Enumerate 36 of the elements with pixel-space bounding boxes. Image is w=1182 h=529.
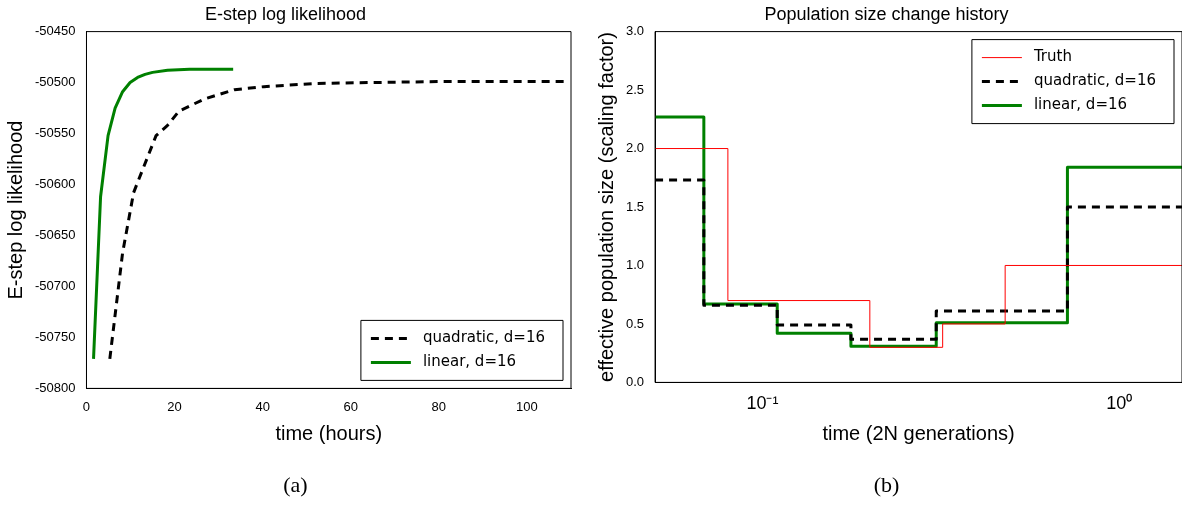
chart-title: E-step log likelihood [204,3,367,24]
y-tick-label: 1.5 [625,198,645,214]
x-tick-label: 100 [516,398,538,414]
y-tick-label: 2.5 [625,81,645,97]
y-tick-label: -50750 [34,329,76,345]
y-tick-label: -50550 [34,125,76,141]
x-tick-label: 60 [343,398,358,414]
y-tick-label: -50600 [34,176,76,192]
legend-label: linear, d=16 [422,352,517,371]
y-tick-label: -50500 [34,74,76,90]
x-tick-label: 80 [431,398,447,414]
y-tick-label: -50650 [34,227,76,243]
y-tick-label: -50700 [34,278,76,294]
text: (a) [282,472,309,498]
y-tick-label: 0.5 [625,315,645,331]
y-axis-title: E-step log likelihood [3,120,26,300]
x-axis-title: time (2N generations) [822,421,1015,444]
y-axis-title: effective population size (scaling factor) [594,32,617,382]
legend-label: Truth [1032,47,1072,66]
x-tick-label: 0 [82,398,91,414]
chart-title: Population size change history [764,3,1009,24]
y-tick-label: -50800 [34,379,76,395]
x-tick-label: 10⁻¹ [746,393,779,414]
x-tick-label: 40 [255,398,270,414]
legend-label: linear, d=16 [1033,95,1128,114]
y-tick-label: 1.0 [625,257,645,273]
x-axis-title: time (hours) [275,421,383,444]
legend-label: quadratic, d=16 [1033,71,1156,90]
x-tick-label: 10⁰ [1106,393,1133,414]
y-tick-label: 3.0 [625,23,645,39]
y-tick-label: -50450 [34,23,76,39]
legend-label: quadratic, d=16 [422,328,545,347]
y-tick-label: 0.0 [625,373,645,389]
x-tick-label: 20 [167,398,182,414]
y-tick-label: 2.0 [625,140,645,156]
text: (b) [872,472,901,498]
